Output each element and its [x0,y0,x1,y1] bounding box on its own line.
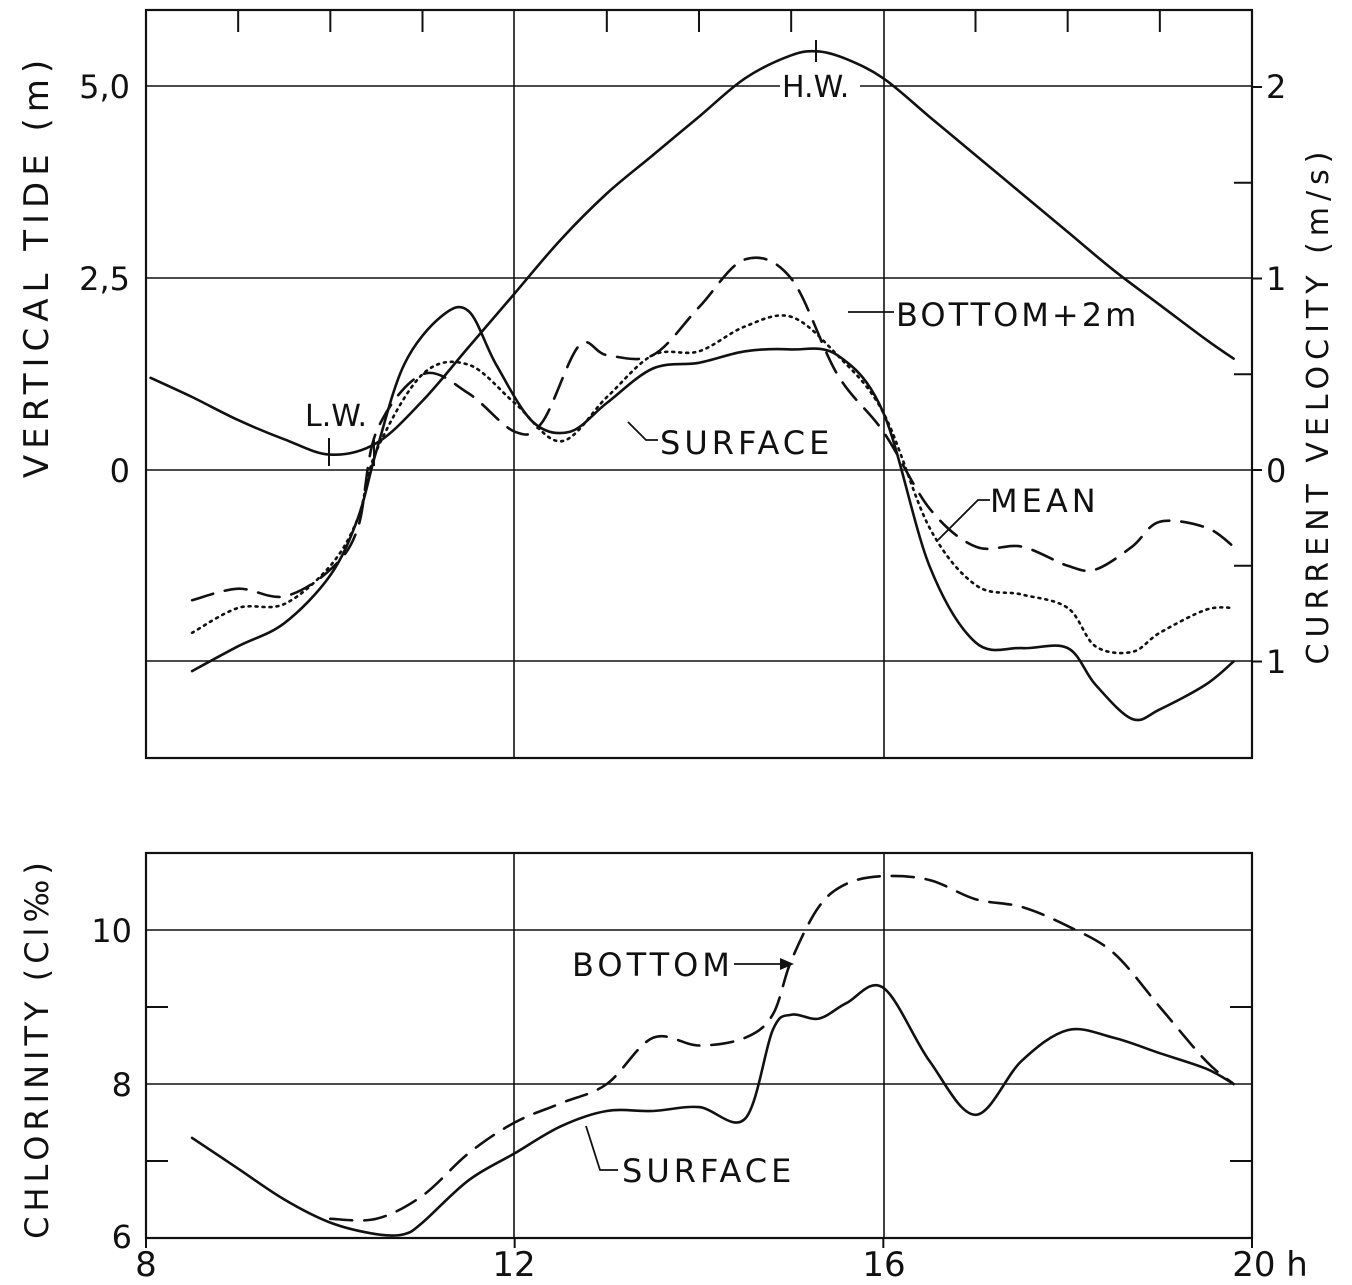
velocity-bottom-curve [190,256,1235,602]
bottom-ticks [145,1006,1253,1248]
chlorinity-surface-curve [190,984,1235,1237]
x-tick-label-8: 8 [135,1245,157,1285]
x-tick-label-16: 16 [862,1245,905,1285]
y2-tick-label-1-top: 1 [1266,260,1286,298]
y-tick-label-0: 0 [110,452,130,490]
high-water-label-bg [780,70,860,102]
chlorinity-bottom-label: BOTTOM [572,946,734,984]
bottom-plot-frame [144,851,1254,1240]
chlorinity-tick-label-8: 8 [112,1066,132,1104]
chlorinity-bottom-curve [329,874,1235,1222]
tide-curve [149,49,1235,456]
y-tick-label-2-5: 2,5 [79,260,130,298]
mean-leader-line [937,499,990,541]
high-water-label: H.W. [782,70,849,105]
y2-axis-title-current-velocity: CURRENT VELOCITY (m/s) [1301,146,1336,665]
top-panel: 5,0 2,5 0 2 1 0 1 VERTICAL TIDE (m) CURR… [17,8,1336,760]
chlorinity-tick-label-6: 6 [112,1218,132,1256]
x-tick-label-20h: 20 h [1232,1245,1308,1285]
y-axis-title-vertical-tide: VERTICAL TIDE (m) [17,54,57,478]
top-ticks [237,10,1262,663]
surface-velocity-label: SURFACE [660,424,833,462]
bottom-panel: 10 8 6 8 12 16 20 h CHLORINITY (Cl‰) BOT… [18,851,1308,1285]
chlorinity-surface-label: SURFACE [622,1152,795,1190]
mean-label: MEAN [990,482,1100,520]
y-axis-title-chlorinity: CHLORINITY (Cl‰) [18,857,56,1239]
y2-tick-label-1-bottom: 1 [1266,643,1286,681]
chlorinity-tick-label-10: 10 [91,912,132,950]
chlorinity-surface-leader [585,1125,618,1171]
bottom-plus-2m-label: BOTTOM+2m [896,296,1139,334]
chlorinity-bottom-arrowhead [780,958,794,970]
y2-tick-label-2: 2 [1266,68,1286,106]
y-tick-label-5-0: 5,0 [79,68,130,106]
x-tick-label-12: 12 [492,1245,535,1285]
surface-leader-line [627,421,658,441]
low-water-label: L.W. [305,399,367,434]
y2-tick-label-0: 0 [1266,452,1286,490]
top-plot-frame [144,8,1254,760]
